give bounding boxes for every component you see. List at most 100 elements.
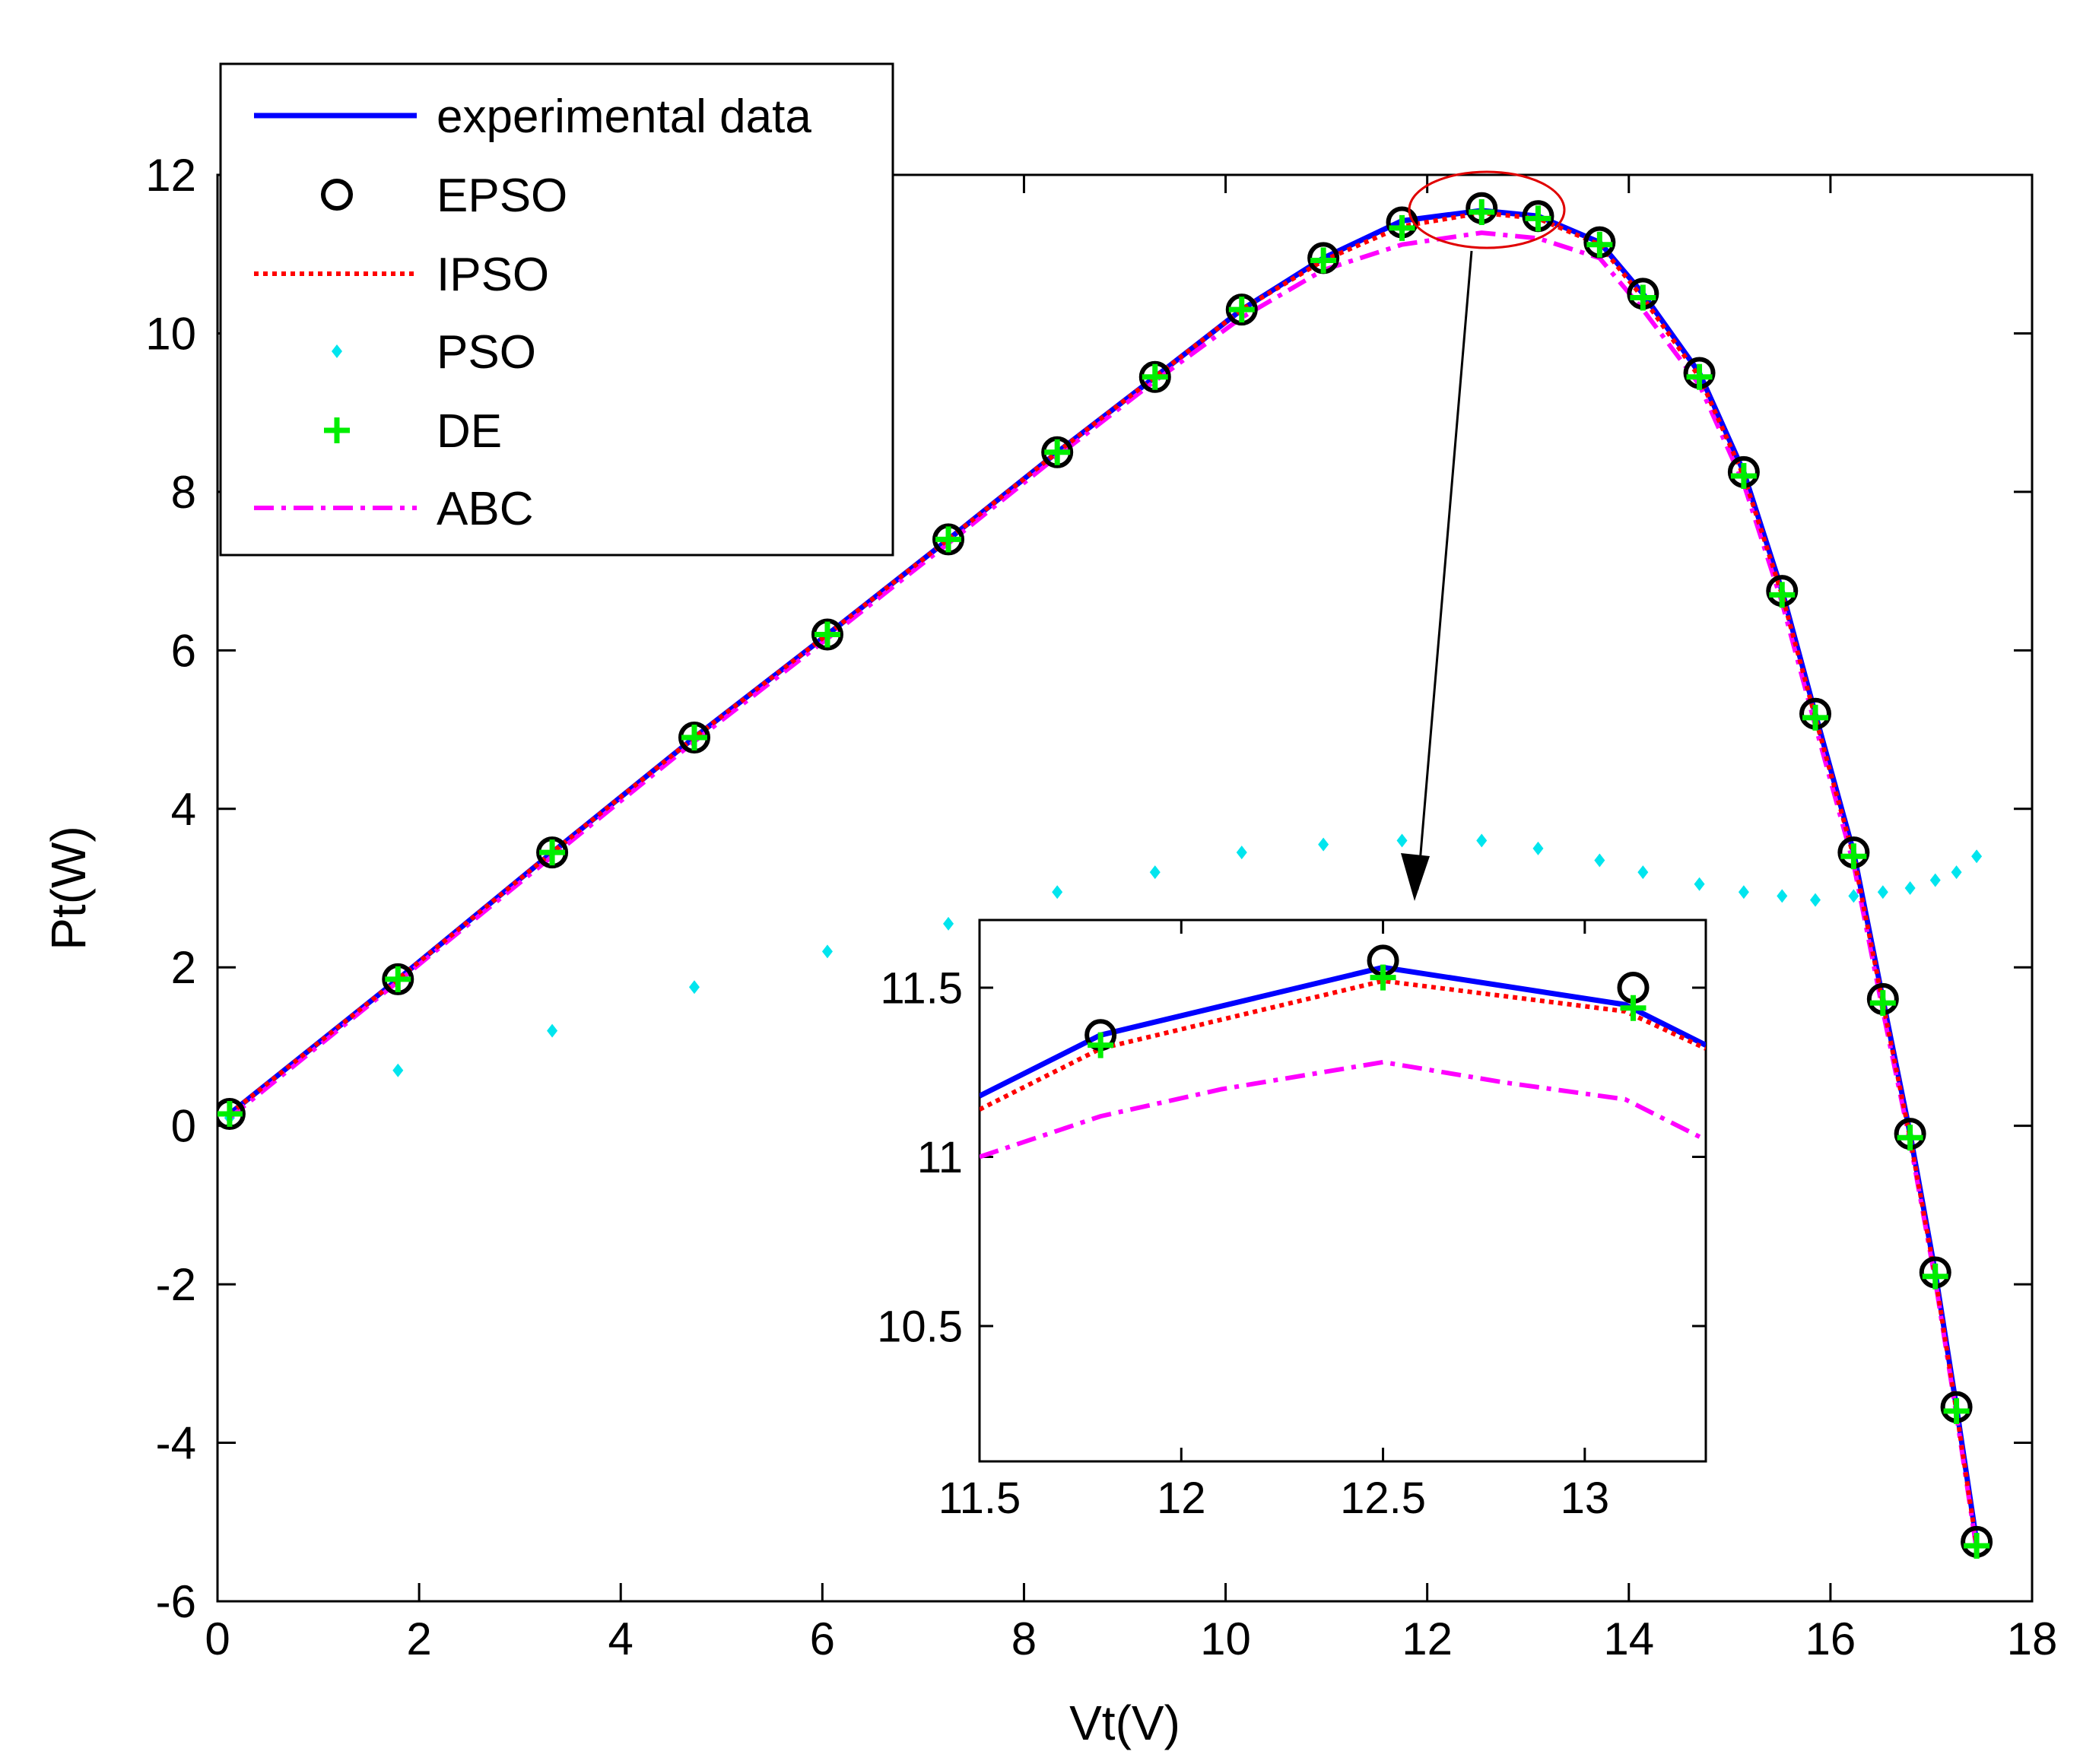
inset-point-de bbox=[1370, 964, 1396, 991]
inset-point-de bbox=[1088, 1032, 1114, 1058]
inset-x-tick-label: 12 bbox=[1157, 1474, 1206, 1523]
inset-x-tick-label: 13 bbox=[1561, 1474, 1610, 1523]
legend-samples bbox=[254, 113, 417, 510]
inset-x-tick-label: 11.5 bbox=[938, 1474, 1021, 1523]
main-point-pso bbox=[1971, 849, 1983, 864]
main-point-de bbox=[1586, 231, 1613, 258]
main-point-epso bbox=[811, 618, 843, 651]
main-point-de bbox=[1769, 582, 1796, 608]
main-point-de bbox=[935, 526, 962, 553]
main-point-de bbox=[385, 966, 411, 992]
main-point-pso bbox=[547, 1023, 558, 1038]
legend-sample-epso bbox=[321, 179, 353, 211]
main-x-tick-label: 10 bbox=[1200, 1613, 1251, 1664]
main-point-epso bbox=[1138, 360, 1171, 393]
legend-label-epso: EPSO bbox=[437, 170, 567, 222]
main-point-epso bbox=[382, 963, 414, 995]
main-y-tick-label: 6 bbox=[171, 625, 196, 676]
main-point-pso bbox=[392, 1063, 404, 1077]
main-x-tick-label: 18 bbox=[2007, 1613, 2058, 1664]
main-point-de bbox=[1525, 205, 1551, 232]
main-point-de bbox=[1964, 1533, 1990, 1559]
main-point-pso bbox=[943, 916, 954, 931]
inset-x-tick-label: 12.5 bbox=[1340, 1474, 1426, 1523]
main-point-pso bbox=[1904, 881, 1916, 895]
main-point-epso bbox=[1041, 436, 1074, 468]
legend-label-pso: PSO bbox=[437, 326, 536, 379]
main-point-de bbox=[1730, 463, 1757, 490]
main-y-tick-label: -2 bbox=[156, 1259, 196, 1310]
inset-series-abc bbox=[980, 1059, 1706, 1160]
main-y-tick-label: 2 bbox=[171, 942, 196, 993]
main-y-tick-label: 8 bbox=[171, 467, 196, 518]
inset-y-tick-label: 11 bbox=[917, 1133, 963, 1182]
legend-label-ipso: IPSO bbox=[437, 249, 549, 301]
main-point-de bbox=[1686, 363, 1713, 390]
main-x-tick-label: 14 bbox=[1603, 1613, 1654, 1664]
main-point-pso bbox=[1777, 889, 1788, 903]
main-point-pso bbox=[1318, 837, 1329, 852]
main-series bbox=[218, 192, 1993, 1559]
main-point-epso bbox=[536, 836, 569, 869]
main-point-de bbox=[814, 621, 840, 648]
legend-label-abc: ABC bbox=[437, 483, 533, 535]
main-point-de bbox=[1389, 214, 1415, 241]
main-point-pso bbox=[1052, 885, 1063, 899]
main-point-pso bbox=[1929, 873, 1941, 887]
legend-label-experimental: experimental data bbox=[437, 90, 811, 143]
main-point-pso bbox=[1738, 885, 1749, 899]
inset-y-tick-label: 10.5 bbox=[877, 1302, 963, 1351]
inset-y-tick-label: 11.5 bbox=[880, 963, 963, 1013]
main-point-de bbox=[1869, 990, 1896, 1017]
main-x-tick-label: 8 bbox=[1011, 1613, 1037, 1664]
main-point-pso bbox=[1848, 889, 1859, 903]
zoom-region-ellipse bbox=[1408, 170, 1566, 249]
main-y-tick-label: 4 bbox=[171, 784, 196, 835]
main-y-tick-label: 0 bbox=[171, 1101, 196, 1152]
y-axis-title: Pt(W) bbox=[41, 826, 96, 950]
main-y-tick-label: -6 bbox=[156, 1576, 196, 1627]
main-point-pso bbox=[821, 944, 833, 959]
main-point-de bbox=[1630, 284, 1656, 311]
main-point-pso bbox=[1476, 833, 1488, 848]
inset-ticks bbox=[978, 920, 1706, 1461]
main-point-de bbox=[1922, 1263, 1948, 1290]
main-point-de bbox=[1044, 439, 1071, 465]
main-tick-labels: 0 2 4 6 8 10 12 14 16 18 -6 -4 -2 0 2 4 6 8 10 12 bbox=[145, 150, 2057, 1664]
main-point-epso bbox=[932, 523, 965, 556]
main-point-de bbox=[1897, 1125, 1923, 1151]
legend-sample-pso bbox=[332, 344, 342, 358]
zoom-arrowhead bbox=[1401, 853, 1430, 901]
legend-box bbox=[219, 62, 894, 557]
main-point-de bbox=[218, 1101, 243, 1128]
main-point-pso bbox=[1236, 846, 1247, 860]
main-point-pso bbox=[1594, 853, 1605, 868]
main-x-tick-label: 6 bbox=[810, 1613, 835, 1664]
main-y-tick-label: -4 bbox=[156, 1418, 196, 1469]
main-y-tick-label: 12 bbox=[145, 150, 196, 201]
inset-tick-labels: 11.5 12 12.5 13 10.5 11 11.5 bbox=[877, 963, 1609, 1523]
main-point-pso bbox=[1532, 841, 1544, 855]
main-point-epso bbox=[218, 1098, 246, 1131]
main-point-de bbox=[1310, 247, 1337, 274]
main-point-pso bbox=[1149, 865, 1161, 880]
legend: experimental data EPSO IPSO PSO DE ABC bbox=[219, 62, 894, 557]
main-x-tick-label: 0 bbox=[205, 1613, 230, 1664]
main-x-tick-label: 4 bbox=[608, 1613, 634, 1664]
main-point-de bbox=[1228, 297, 1255, 323]
main-point-pso bbox=[1877, 885, 1888, 899]
inset-series bbox=[980, 944, 1706, 1160]
main-point-pso bbox=[688, 980, 700, 995]
main-point-pso bbox=[1694, 877, 1705, 891]
main-point-pso bbox=[1396, 833, 1408, 848]
main-x-tick-label: 12 bbox=[1402, 1613, 1453, 1664]
inset-plot-area bbox=[978, 918, 1707, 1463]
main-x-tick-label: 16 bbox=[1805, 1613, 1856, 1664]
main-point-epso bbox=[1225, 293, 1258, 326]
main-point-de bbox=[681, 724, 707, 750]
main-point-epso bbox=[678, 721, 710, 754]
main-point-de bbox=[1840, 843, 1867, 870]
main-point-pso bbox=[1810, 893, 1821, 907]
inset-point-de bbox=[1620, 995, 1646, 1021]
